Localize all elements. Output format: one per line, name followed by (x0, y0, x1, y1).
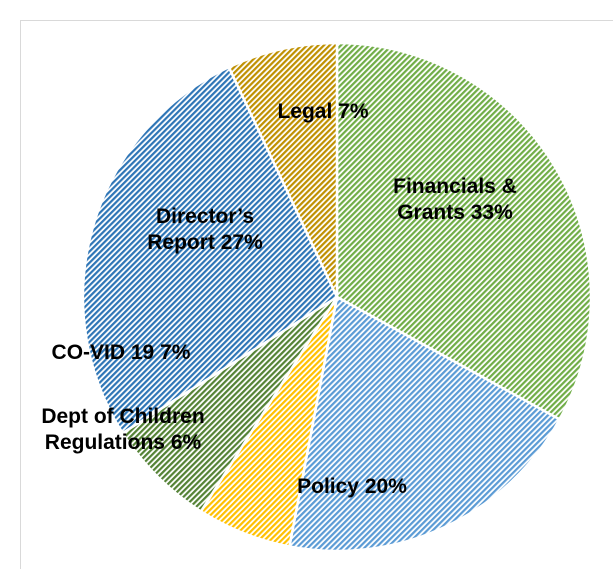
slice-value: 27% (220, 231, 263, 254)
pie-slice (335, 41, 593, 422)
slice-value: 33% (470, 201, 513, 224)
slice-label: Legal 7% (263, 99, 383, 125)
slice-category: CO-VID 19 (51, 341, 155, 364)
pie-slice (120, 295, 339, 514)
slice-label: CO-VID 19 7% (6, 340, 236, 366)
slice-label: Director’s Report 27% (120, 204, 290, 256)
slice-label: Financials & Grants 33% (360, 174, 550, 226)
slice-label: Dept of Children Regulations 6% (18, 404, 228, 456)
pie-slice (227, 41, 339, 298)
slice-category: Dept of Children Regulations (41, 405, 205, 454)
slice-value: 20% (364, 475, 407, 498)
slice-value: 7% (338, 100, 369, 123)
pie-slice (287, 295, 562, 553)
slice-value: 7% (160, 341, 191, 364)
slice-value: 6% (170, 431, 202, 454)
slice-category: Director’s Report (147, 205, 255, 254)
slice-category: Legal (277, 100, 333, 123)
slice-label: Policy 20% (282, 474, 422, 500)
chart-frame (20, 20, 613, 569)
slice-category: Financials & Grants (393, 175, 517, 224)
slice-category: Policy (297, 475, 359, 498)
pie-slice (81, 65, 339, 435)
